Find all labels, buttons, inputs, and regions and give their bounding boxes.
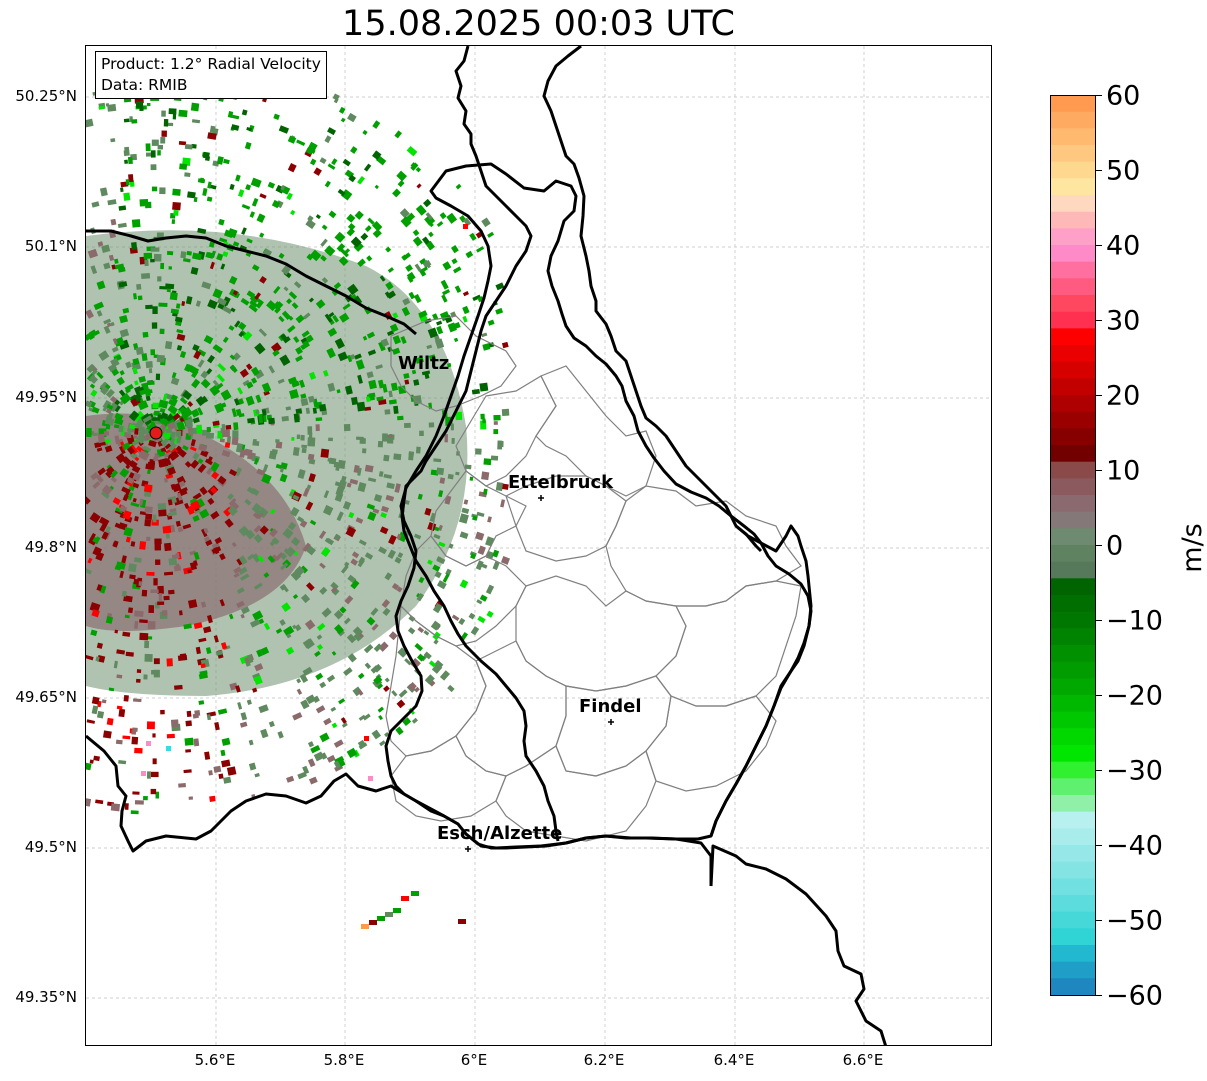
colorbar-tick	[1096, 770, 1102, 771]
city-markers: Wiltz Ettelbruck Findel Esch/Alzette	[398, 353, 642, 852]
colorbar-tick-label: 10	[1106, 455, 1141, 487]
lat-tick-label: 49.95°N	[15, 388, 77, 406]
lat-tick-label: 49.65°N	[15, 688, 77, 706]
canton-borders	[385, 315, 802, 842]
lat-tick-label: 50.25°N	[15, 87, 77, 105]
colorbar-tick	[1096, 995, 1102, 996]
radar-map[interactable]: Wiltz Ettelbruck Findel Esch/Alzette	[85, 45, 992, 1046]
lat-tick-label: 49.8°N	[24, 538, 77, 556]
lon-tick-label: 6.6°E	[842, 1051, 884, 1069]
radar-site-marker	[149, 426, 163, 440]
colorbar-tick-label: 20	[1106, 380, 1141, 412]
lat-tick-label: 50.1°N	[24, 237, 77, 255]
colorbar-tick	[1096, 845, 1102, 846]
product-info-box: Product: 1.2° Radial Velocity Data: RMIB	[95, 51, 327, 99]
colorbar-tick-label: −10	[1106, 605, 1163, 637]
lat-tick-label: 49.5°N	[24, 838, 77, 856]
city-label: Ettelbruck	[508, 472, 614, 493]
colorbar-tick	[1096, 695, 1102, 696]
colorbar-unit-label: m/s	[1177, 523, 1207, 573]
colorbar-tick-label: −60	[1106, 980, 1163, 1012]
lon-tick-label: 6°E	[460, 1051, 488, 1069]
lon-tick-label: 5.6°E	[194, 1051, 236, 1069]
map-canvas: Wiltz Ettelbruck Findel Esch/Alzette	[86, 46, 991, 1045]
colorbar-tick-label: 40	[1106, 230, 1141, 262]
colorbar-tick-label: 0	[1106, 530, 1124, 562]
lon-tick-label: 6.2°E	[583, 1051, 625, 1069]
colorbar-tick-label: −30	[1106, 755, 1163, 787]
colorbar-tick-label: −50	[1106, 905, 1163, 937]
radar-echoes	[86, 84, 510, 929]
product-label: Product: 1.2° Radial Velocity	[101, 55, 321, 73]
colorbar-tick-label: −20	[1106, 680, 1163, 712]
data-source-label: Data: RMIB	[101, 76, 188, 94]
colorbar-tick	[1096, 545, 1102, 546]
lon-tick-label: 5.8°E	[323, 1051, 365, 1069]
city-label: Findel	[579, 696, 642, 717]
luxembourg-border	[384, 162, 813, 850]
colorbar-tick	[1096, 395, 1102, 396]
colorbar-tick	[1096, 170, 1102, 171]
colorbar-tick-label: 50	[1106, 155, 1141, 187]
velocity-colorbar	[1050, 95, 1096, 996]
map-title: 15.08.2025 00:03 UTC	[342, 4, 735, 44]
lon-tick-label: 6.4°E	[713, 1051, 755, 1069]
colorbar-tick	[1096, 620, 1102, 621]
colorbar-tick	[1096, 95, 1102, 96]
lat-tick-label: 49.35°N	[15, 988, 77, 1006]
colorbar-tick-label: 30	[1106, 305, 1141, 337]
city-label: Wiltz	[398, 353, 449, 374]
city-label: Esch/Alzette	[437, 823, 562, 844]
colorbar-tick	[1096, 920, 1102, 921]
colorbar-tick	[1096, 245, 1102, 246]
colorbar-tick	[1096, 470, 1102, 471]
colorbar-tick	[1096, 320, 1102, 321]
colorbar-tick-label: 60	[1106, 80, 1141, 112]
colorbar-tick-label: −40	[1106, 830, 1163, 862]
